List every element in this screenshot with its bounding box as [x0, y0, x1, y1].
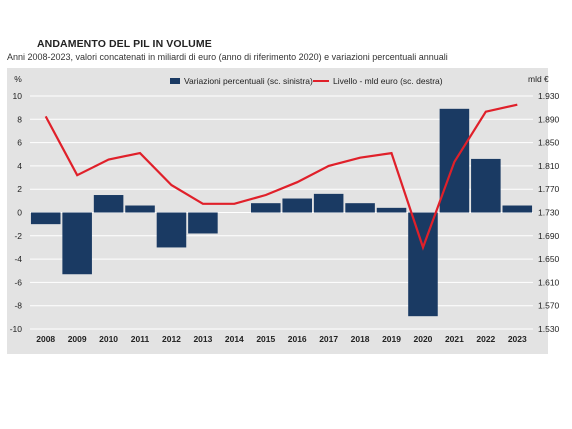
y-left-tick-label: -4 — [14, 254, 22, 264]
y-left-tick-label: 6 — [17, 138, 22, 148]
x-tick-label: 2019 — [382, 334, 401, 344]
x-tick-label: 2017 — [319, 334, 338, 344]
chart-subtitle: Anni 2008-2023, valori concatenati in mi… — [7, 52, 448, 62]
y-right-tick-label: 1.890 — [538, 114, 560, 124]
bar — [408, 212, 438, 317]
x-tick-label: 2008 — [36, 334, 55, 344]
x-tick-label: 2018 — [351, 334, 370, 344]
x-tick-label: 2023 — [508, 334, 527, 344]
x-tick-label: 2015 — [256, 334, 275, 344]
bar — [156, 212, 187, 248]
bar — [345, 203, 375, 213]
bar — [502, 205, 533, 213]
chart-title: ANDAMENTO DEL PIL IN VOLUME — [37, 38, 212, 50]
y-right-tick-label: 1.610 — [538, 277, 560, 287]
y-left-tick-label: 0 — [17, 208, 22, 218]
y-left-tick-label: -6 — [14, 277, 22, 287]
y-right-tick-label: 1.530 — [538, 324, 560, 334]
bar — [313, 193, 344, 213]
bar — [93, 195, 124, 213]
y-left-tick-label: -2 — [14, 231, 22, 241]
y-right-tick-label: 1.850 — [538, 138, 560, 148]
legend: Variazioni percentuali (sc. sinistra) Li… — [170, 76, 443, 86]
x-tick-label: 2022 — [476, 334, 495, 344]
bar — [188, 212, 218, 234]
x-tick-label: 2009 — [68, 334, 87, 344]
y-right-unit-label: mld € — [528, 74, 549, 84]
bar — [30, 212, 61, 225]
x-tick-label: 2010 — [99, 334, 118, 344]
y-left-tick-label: 4 — [17, 161, 22, 171]
y-right-tick-label: 1.810 — [538, 161, 560, 171]
x-tick-label: 2013 — [193, 334, 212, 344]
bar — [471, 158, 501, 213]
line-path — [44, 103, 518, 251]
bar — [125, 205, 155, 213]
bar — [376, 207, 407, 213]
y-left-unit-label: % — [14, 74, 22, 84]
y-right-tick-label: 1.770 — [538, 184, 560, 194]
x-tick-label: 2011 — [131, 334, 150, 344]
x-tick-label: 2020 — [414, 334, 433, 344]
y-right-tick-label: 1.650 — [538, 254, 560, 264]
legend-swatch-bars — [170, 78, 180, 84]
bar-series — [30, 108, 533, 317]
y-left-tick-label: -10 — [10, 324, 23, 334]
y-right-tick-label: 1.930 — [538, 91, 560, 101]
x-tick-label: 2021 — [445, 334, 464, 344]
y-left-tick-label: -8 — [14, 301, 22, 311]
legend-label-line: Livello - mld euro (sc. destra) — [333, 76, 443, 86]
y-right-tick-label: 1.570 — [538, 301, 560, 311]
x-tick-label: 2012 — [162, 334, 181, 344]
x-tick-label: 2016 — [288, 334, 307, 344]
x-tick-label: 2014 — [225, 334, 244, 344]
y-left-tick-label: 10 — [13, 91, 23, 101]
legend-label-bars: Variazioni percentuali (sc. sinistra) — [184, 76, 313, 86]
y-left-tick-label: 8 — [17, 114, 22, 124]
bar — [62, 212, 92, 275]
bar — [251, 203, 281, 213]
bar — [282, 198, 312, 213]
y-left-tick-label: 2 — [17, 184, 22, 194]
y-right-tick-label: 1.730 — [538, 208, 560, 218]
y-right-tick-label: 1.690 — [538, 231, 560, 241]
axes: 10 8 6 4 2 0 -2 -4 -6 -8 -10 1.930 1.890 1.850 1.810 1.… — [10, 74, 560, 344]
line-series — [44, 103, 518, 251]
